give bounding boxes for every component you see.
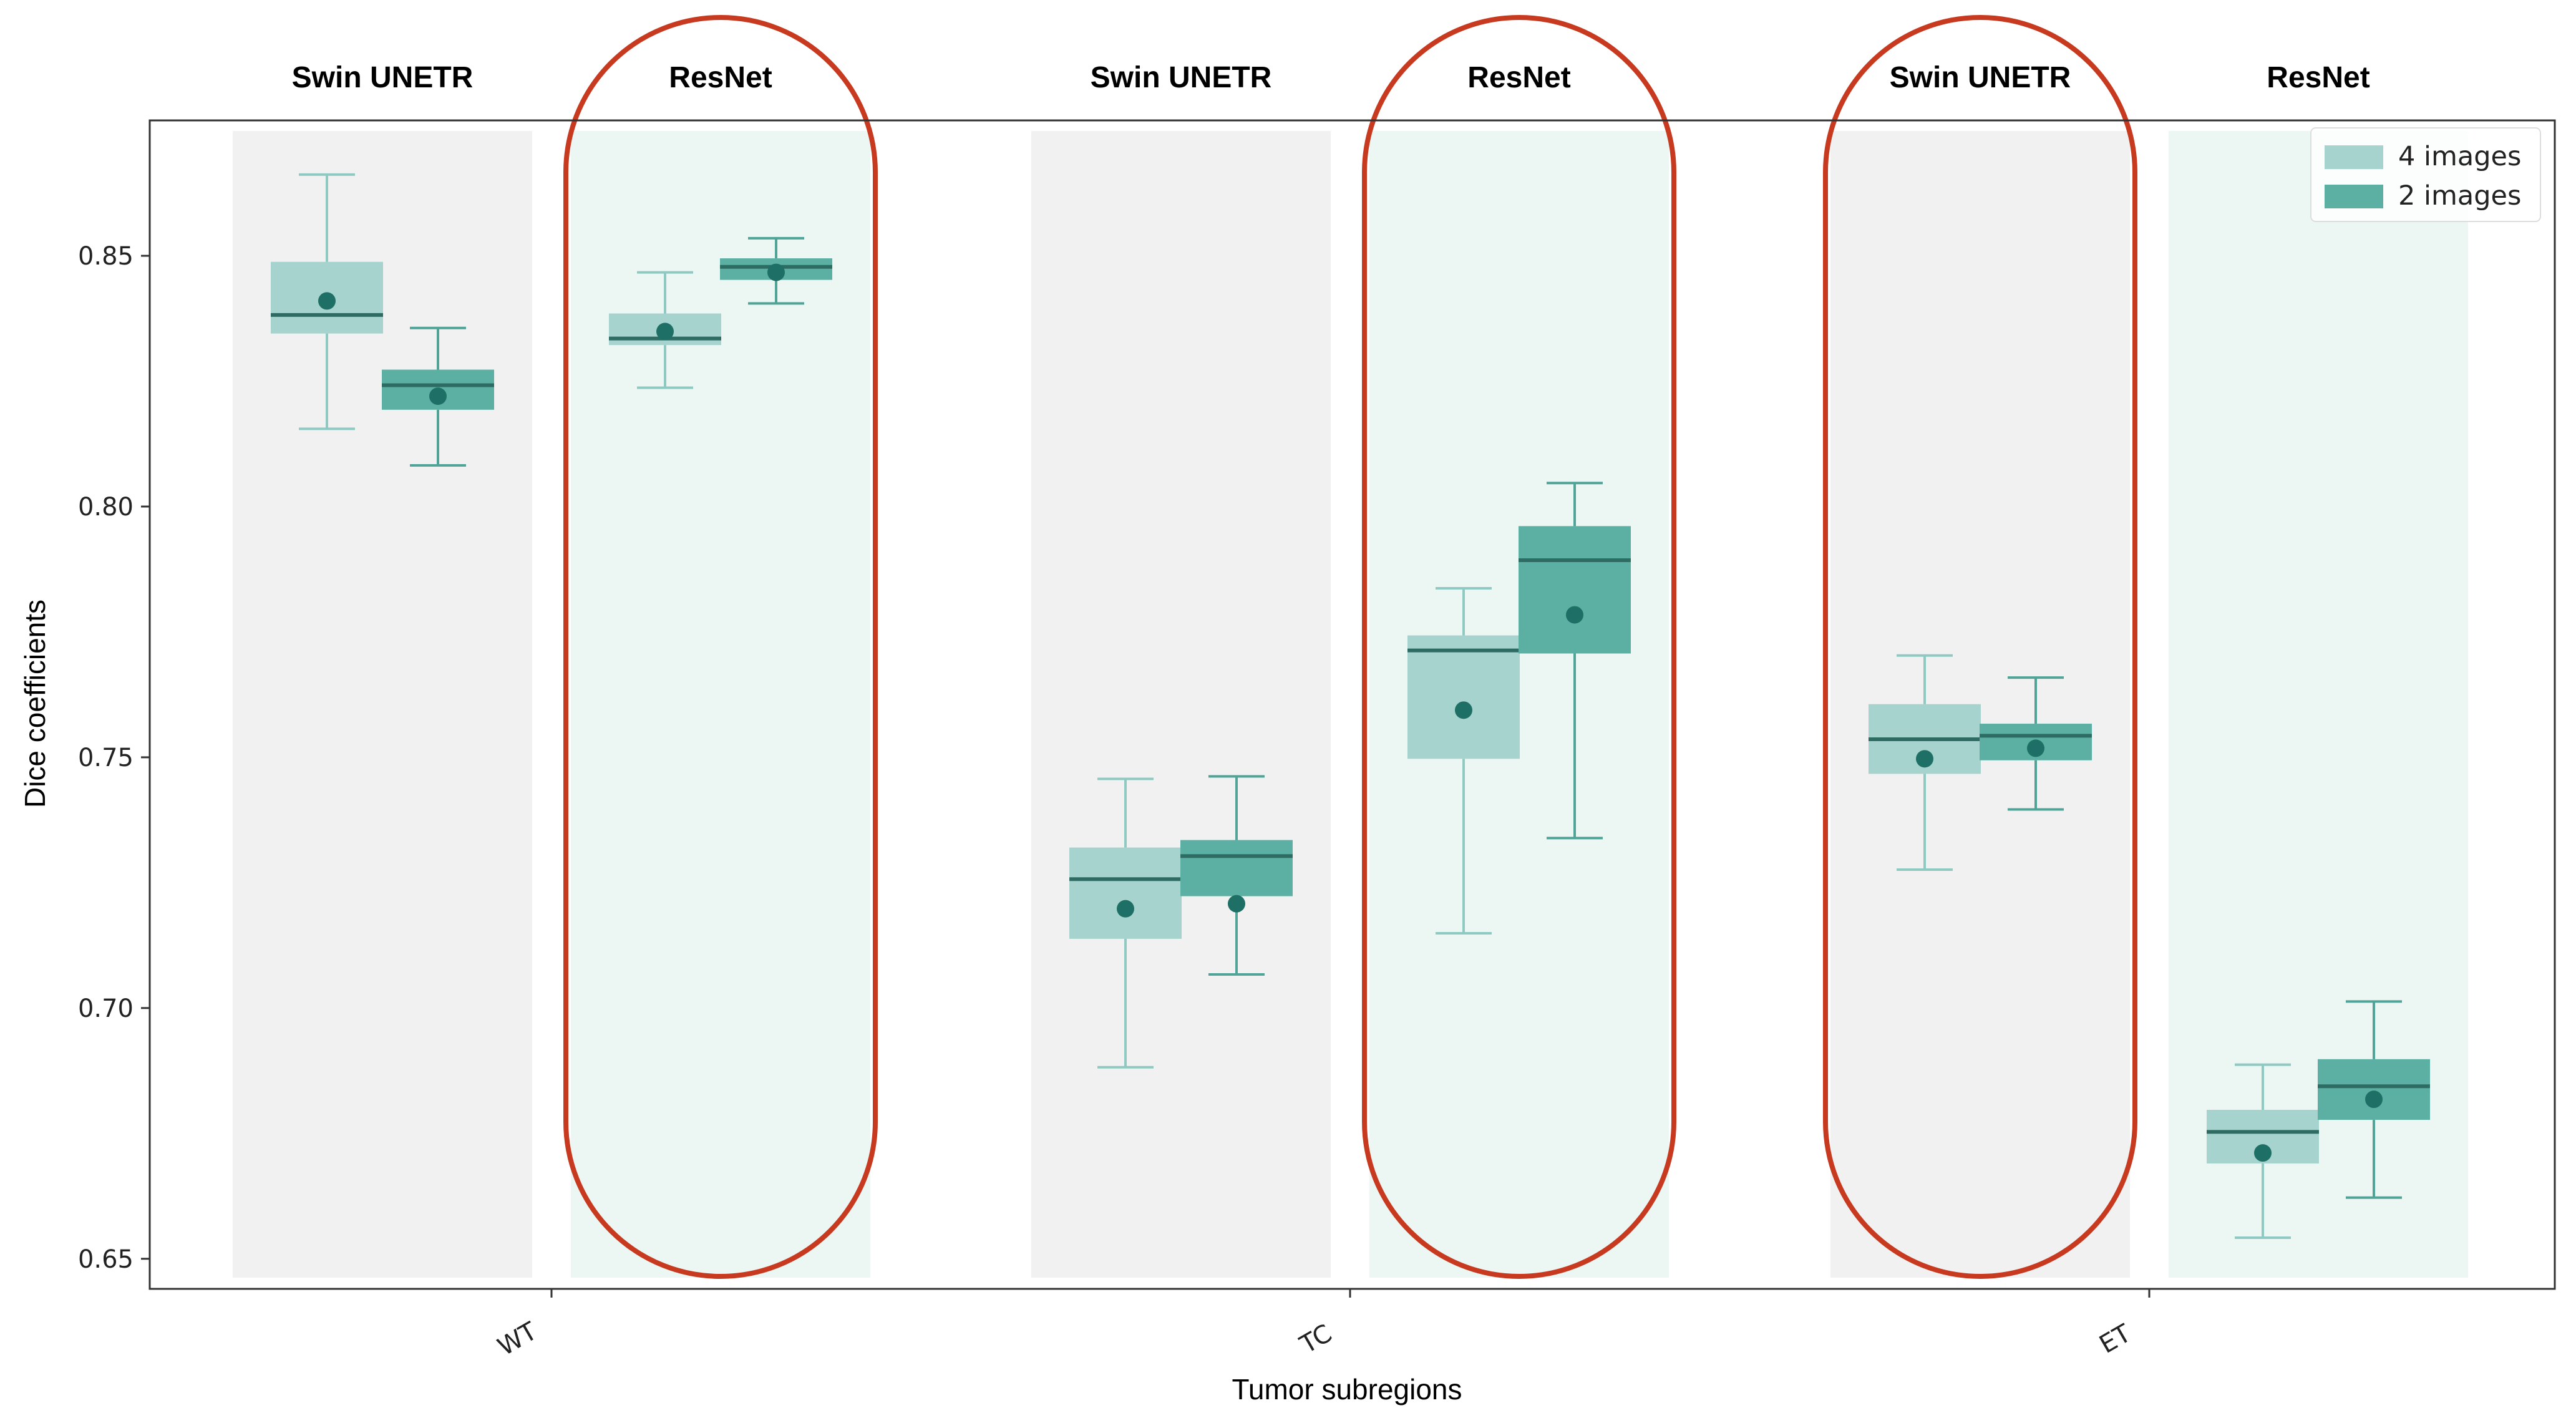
box-series <box>271 173 2430 1240</box>
legend-swatch-2-images <box>2325 185 2383 208</box>
box-wt-swin-unetr-4-images-mean <box>318 292 336 310</box>
model-title-tc-swin-unetr: Swin UNETR <box>1091 61 1272 94</box>
box-wt-resnet-2-images-mean <box>767 263 785 281</box>
box-et-swin-unetr-2-images <box>1980 676 2092 811</box>
y-axis-label: Dice coefficients <box>19 600 51 808</box>
highlight-ovals <box>563 15 2137 1279</box>
box-wt-swin-unetr-2-images-mean <box>429 387 447 405</box>
box-wt-swin-unetr-4-images <box>271 173 383 430</box>
model-titles: Swin UNETR ResNet Swin UNETR ResNet Swin UNE… <box>292 61 2370 94</box>
legend-swatch-4-images <box>2325 145 2383 169</box>
y-tick-label-0-70: 0.70 <box>78 994 134 1023</box>
model-title-wt-resnet: ResNet <box>669 61 772 94</box>
highlight-wt-resnet <box>563 15 878 1279</box>
box-wt-resnet-4-images <box>609 271 721 389</box>
panel-tc-swin-unetr <box>1031 131 1331 1278</box>
box-wt-resnet-2-images <box>720 236 832 305</box>
box-wt-swin-unetr-2-images <box>382 326 494 467</box>
box-et-resnet-4-images <box>2207 1063 2319 1240</box>
model-title-tc-resnet: ResNet <box>1467 61 1570 94</box>
box-et-swin-unetr-4-images-mean <box>1916 750 1933 768</box>
box-et-resnet-2-images-iqr <box>2318 1059 2430 1120</box>
box-tc-resnet-4-images-iqr <box>1407 635 1520 759</box>
y-tick-label-0-65: 0.65 <box>78 1245 134 1274</box>
model-title-wt-swin-unetr: Swin UNETR <box>292 61 474 94</box>
box-et-swin-unetr-2-images-mean <box>2027 739 2044 757</box>
highlight-tc-resnet <box>1362 15 1676 1279</box>
box-tc-resnet-4-images <box>1407 587 1520 935</box>
box-tc-swin-unetr-2-images <box>1180 775 1293 976</box>
highlight-et-swin-unetr <box>1823 15 2137 1279</box>
box-tc-resnet-2-images <box>1519 482 1631 840</box>
box-wt-resnet-4-images-mean <box>656 323 674 341</box>
box-tc-resnet-2-images-iqr <box>1519 526 1631 654</box>
box-tc-resnet-4-images-mean <box>1455 701 1472 719</box>
legend: 4 images 2 images <box>2310 127 2541 222</box>
box-et-swin-unetr-4-images <box>1869 654 1981 871</box>
box-tc-swin-unetr-2-images-iqr <box>1180 840 1293 896</box>
y-tick-label-0-80: 0.80 <box>78 493 134 522</box>
box-tc-resnet-2-images-mean <box>1566 606 1583 624</box>
x-axis-label: Tumor subregions <box>1232 1373 1462 1406</box>
legend-label-4-images: 4 images <box>2398 141 2521 172</box>
model-title-et-swin-unetr: Swin UNETR <box>1890 61 2071 94</box>
plot-frame <box>148 119 2556 1290</box>
y-axis: 0.65 0.70 0.75 0.80 0.85 <box>78 242 150 1274</box>
box-tc-swin-unetr-4-images <box>1069 777 1182 1069</box>
box-et-resnet-2-images <box>2318 1000 2430 1199</box>
panel-wt-resnet <box>571 131 870 1278</box>
box-tc-swin-unetr-4-images-mean <box>1117 900 1134 918</box>
y-tick-label-0-75: 0.75 <box>78 744 134 772</box>
legend-label-2-images: 2 images <box>2398 180 2521 211</box>
model-title-et-resnet: ResNet <box>2267 61 2369 94</box>
y-tick-label-0-85: 0.85 <box>78 242 134 271</box>
box-et-resnet-2-images-mean <box>2365 1090 2383 1109</box>
box-tc-swin-unetr-4-images-iqr <box>1069 847 1182 939</box>
box-et-resnet-4-images-mean <box>2254 1144 2272 1162</box>
box-tc-swin-unetr-2-images-mean <box>1228 895 1245 913</box>
